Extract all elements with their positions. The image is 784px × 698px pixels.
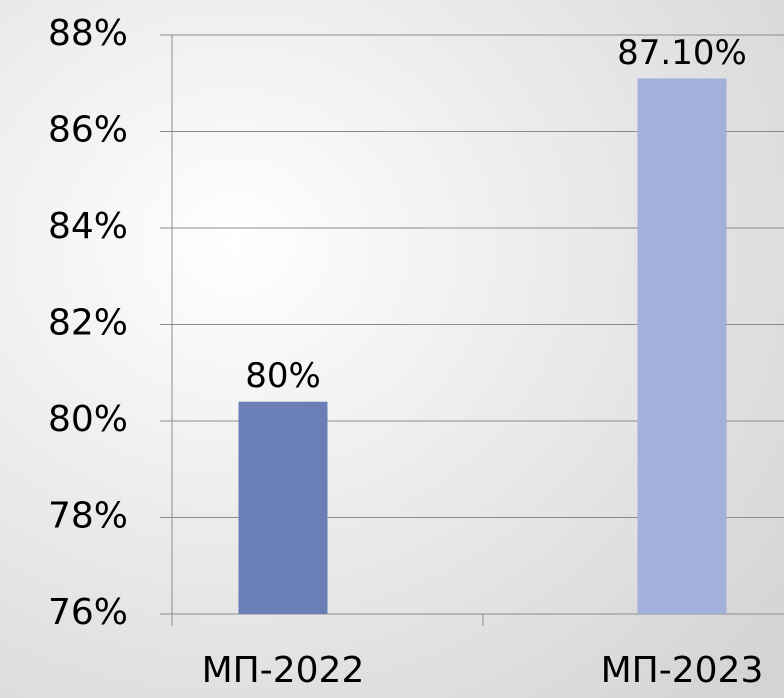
bar [637,78,727,615]
y-tick-label: 76% [48,592,128,633]
y-tick-label: 88% [48,13,128,54]
data-label: 87.10% [617,33,747,73]
y-tick-label: 80% [48,399,128,440]
y-tick-label: 86% [48,110,128,151]
plot-area: 76% 78% 80% 82% 84% 86% 88% МП-2022 80% МП-2023 87… [48,13,784,691]
y-tick-label: 84% [48,206,128,247]
data-label: 80% [245,356,321,396]
x-tick-label: МП-2022 [202,650,365,691]
y-tick-label: 78% [48,496,128,537]
bar [238,401,328,614]
y-tick-label: 82% [48,303,128,344]
x-tick-label: МП-2023 [601,650,764,691]
